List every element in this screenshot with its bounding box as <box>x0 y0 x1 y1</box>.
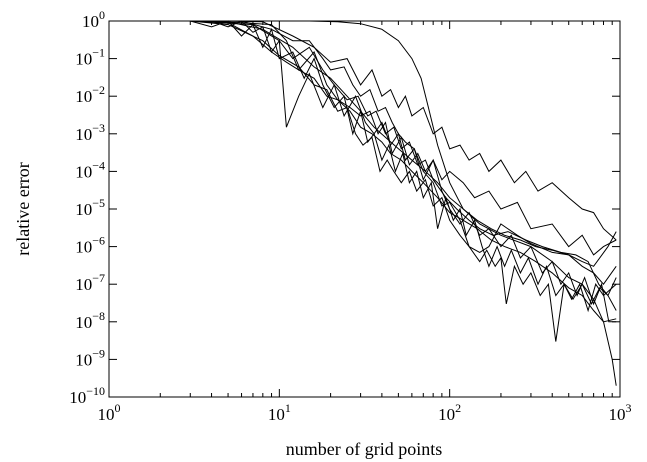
y-tick-label: 10−1 <box>75 46 105 69</box>
y-tick-label: 100 <box>82 8 105 31</box>
y-tick-label: 10−4 <box>75 158 105 181</box>
y-tick-label: 10−7 <box>75 271 105 294</box>
plot-frame <box>108 20 621 398</box>
x-tick-label: 102 <box>438 401 461 424</box>
series-line-9 <box>190 20 617 311</box>
y-tick-label: 10−9 <box>75 346 105 369</box>
x-tick-label: 100 <box>98 401 121 424</box>
series-line-7 <box>160 20 617 323</box>
series-line-5 <box>190 20 617 297</box>
x-tick-label: 101 <box>268 401 291 424</box>
series-line-8 <box>190 20 617 342</box>
x-axis-label: number of grid points <box>286 439 442 459</box>
series-line-4 <box>190 20 617 256</box>
y-tick-label: 10−5 <box>75 196 105 219</box>
series-line-3 <box>211 20 617 241</box>
y-tick-label: 10−6 <box>75 234 105 257</box>
y-axis-ticks: 100 10−1 10−2 10−3 10−4 10−5 10−6 10−7 10−8 10−9 1… <box>69 8 620 407</box>
y-tick-label: 10−10 <box>69 384 105 407</box>
series-line-10 <box>190 20 617 267</box>
series-layer <box>160 20 617 386</box>
y-tick-label: 10−8 <box>75 309 105 332</box>
y-axis-label: relative error <box>13 162 33 255</box>
series-line-1 <box>190 20 617 386</box>
series-line-6 <box>211 20 617 323</box>
y-tick-label: 10−2 <box>75 83 105 106</box>
x-axis-ticks: 100 101 102 103 <box>98 21 632 424</box>
y-tick-label: 10−3 <box>75 121 105 144</box>
x-tick-label: 103 <box>609 401 632 424</box>
